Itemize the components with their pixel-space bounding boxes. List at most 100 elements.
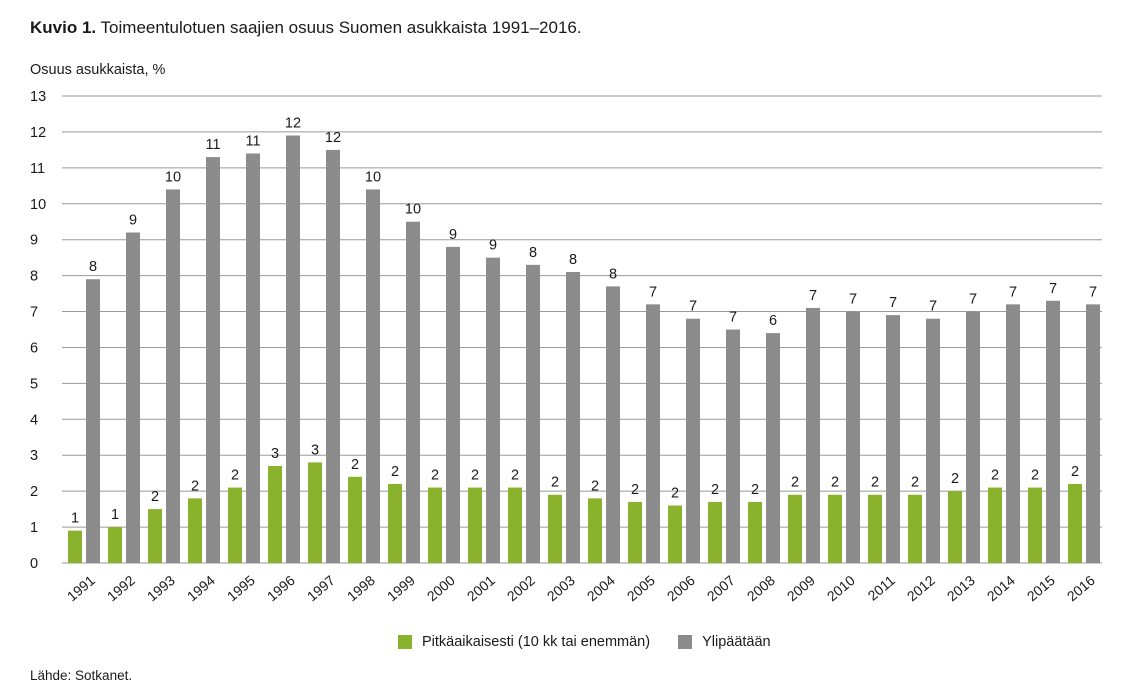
data-label: 2	[631, 482, 639, 498]
data-label: 8	[89, 259, 97, 275]
y-tick-label: 10	[30, 197, 46, 213]
bar-overall	[926, 318, 940, 563]
data-label: 2	[351, 457, 359, 473]
bar-overall	[806, 307, 820, 563]
data-label: 8	[529, 245, 537, 261]
bar-long-term	[508, 487, 522, 563]
y-tick-label: 7	[30, 305, 38, 321]
data-label: 7	[1089, 284, 1097, 300]
legend-item-long-term: Pitkäaikaisesti (10 kk tai enemmän)	[398, 634, 650, 650]
x-tick-label: 1993	[144, 572, 178, 604]
y-tick-label: 6	[30, 340, 38, 356]
bar-overall	[286, 135, 300, 563]
data-label: 7	[729, 310, 737, 326]
y-tick-label: 12	[30, 125, 46, 141]
bar-long-term	[628, 501, 642, 563]
data-label: 7	[969, 292, 977, 308]
bar-long-term	[868, 494, 882, 563]
bar-long-term	[988, 487, 1002, 563]
data-label: 2	[591, 478, 599, 494]
x-tick-label: 1996	[264, 572, 298, 604]
bar-overall	[606, 286, 620, 563]
y-tick-label: 1	[30, 520, 38, 536]
source-note: Lähde: Sotkanet.	[30, 668, 133, 683]
y-tick-label: 8	[30, 269, 38, 285]
data-label: 2	[1031, 468, 1039, 484]
data-label: 2	[151, 489, 159, 505]
data-label: 2	[711, 482, 719, 498]
x-tick-label: 2003	[544, 572, 578, 604]
bar-overall	[366, 189, 380, 563]
x-tick-label: 2007	[704, 572, 738, 604]
bar-overall	[206, 157, 220, 564]
bar-overall	[246, 153, 260, 563]
data-label: 2	[431, 468, 439, 484]
bar-long-term	[548, 494, 562, 563]
bar-overall	[766, 333, 780, 563]
x-tick-label: 1997	[304, 572, 338, 604]
bar-long-term	[108, 527, 122, 563]
chart-title-text: Toimeentulotuen saajien osuus Suomen asu…	[100, 18, 582, 37]
data-label: 2	[751, 482, 759, 498]
bar-overall	[686, 318, 700, 563]
data-label: 8	[609, 266, 617, 282]
bar-long-term	[748, 501, 762, 563]
data-label: 1	[71, 511, 79, 527]
bar-long-term	[908, 494, 922, 563]
bar-overall	[526, 264, 540, 563]
x-tick-label: 2006	[664, 572, 698, 604]
bar-overall	[86, 279, 100, 563]
x-tick-label: 2013	[944, 572, 978, 604]
x-tick-label: 2012	[904, 572, 938, 604]
data-label: 12	[325, 130, 341, 146]
data-label: 2	[951, 471, 959, 487]
bar-overall	[566, 272, 580, 563]
data-label: 2	[911, 475, 919, 491]
bar-long-term	[708, 501, 722, 563]
data-label: 12	[285, 116, 301, 132]
data-label: 2	[391, 464, 399, 480]
x-tick-label: 2002	[504, 572, 538, 604]
y-tick-label: 4	[30, 412, 38, 428]
bar-long-term	[788, 494, 802, 563]
data-label: 11	[205, 137, 220, 153]
bar-long-term	[148, 509, 162, 563]
legend-label-overall: Ylipäätään	[702, 634, 771, 650]
bar-overall	[166, 189, 180, 563]
data-label: 10	[165, 169, 181, 185]
x-tick-label: 1991	[64, 572, 98, 604]
data-label: 7	[649, 284, 657, 300]
x-tick-label: 2008	[744, 572, 778, 604]
bar-long-term	[188, 498, 202, 563]
bar-long-term	[348, 476, 362, 563]
x-tick-label: 2004	[584, 572, 618, 604]
y-tick-label: 3	[30, 448, 38, 464]
data-label: 11	[245, 133, 260, 149]
legend-swatch-long-term	[398, 635, 412, 649]
data-label: 2	[991, 468, 999, 484]
data-label: 7	[809, 288, 817, 304]
x-tick-label: 1999	[384, 572, 418, 604]
x-tick-label: 1992	[104, 572, 138, 604]
bar-overall	[966, 311, 980, 563]
bar-long-term	[308, 462, 322, 563]
data-label: 2	[1071, 464, 1079, 480]
legend: Pitkäaikaisesti (10 kk tai enemmän) Ylip…	[398, 634, 799, 650]
data-label: 7	[849, 292, 857, 308]
data-label: 2	[191, 478, 199, 494]
y-tick-label: 5	[30, 376, 38, 392]
data-label: 7	[929, 299, 937, 315]
chart-title: Kuvio 1. Toimeentulotuen saajien osuus S…	[30, 18, 582, 38]
x-tick-label: 2000	[424, 572, 458, 604]
y-axis-label: Osuus asukkaista, %	[30, 62, 165, 78]
x-tick-label: 1998	[344, 572, 378, 604]
data-label: 2	[231, 468, 239, 484]
bar-overall	[1046, 300, 1060, 563]
data-label: 9	[489, 238, 497, 254]
x-tick-label: 2005	[624, 572, 658, 604]
x-tick-label: 2016	[1064, 572, 1098, 604]
bar-long-term	[948, 491, 962, 563]
data-label: 7	[1009, 284, 1017, 300]
data-label: 3	[271, 446, 279, 462]
bar-overall	[326, 149, 340, 563]
